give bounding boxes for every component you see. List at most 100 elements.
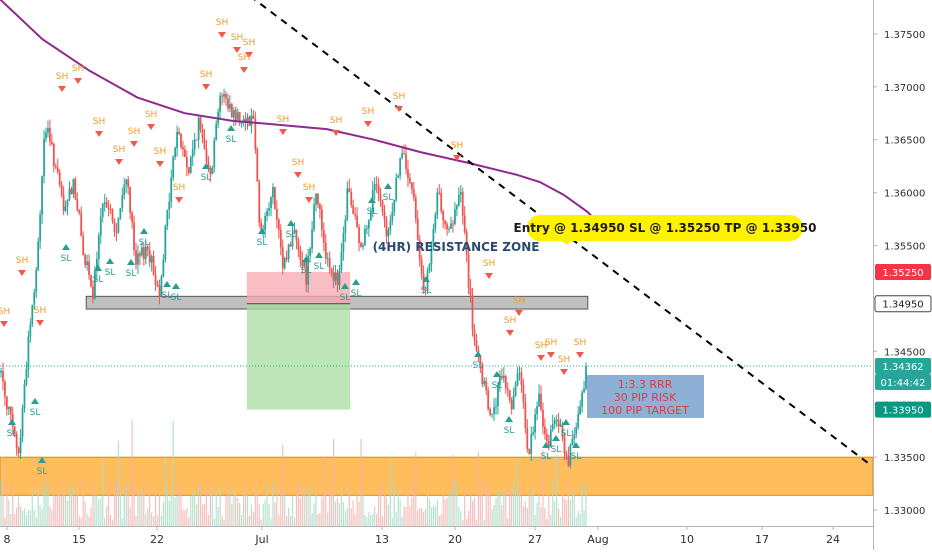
volume-bar	[119, 489, 121, 526]
candle	[459, 185, 462, 203]
swing-low-marker	[38, 457, 46, 463]
candle-body	[418, 239, 421, 260]
volume-bar	[143, 487, 145, 526]
candle	[530, 426, 533, 461]
swing-low-marker	[94, 265, 102, 271]
swing-high-label: SH	[145, 110, 157, 120]
volume-bar	[166, 486, 168, 526]
candle	[37, 237, 40, 272]
candle	[207, 155, 210, 173]
volume-bar	[248, 515, 251, 526]
candle	[416, 210, 419, 241]
candle-body	[35, 269, 38, 293]
candle	[565, 450, 568, 460]
candle-body	[287, 244, 290, 260]
volume-bar	[201, 504, 204, 526]
candle-body	[238, 112, 241, 124]
swing-low-label: SL	[551, 445, 562, 455]
volume-bar	[385, 497, 388, 526]
candle-body	[401, 153, 403, 159]
swing-high-label: SH	[451, 141, 463, 151]
candle	[258, 179, 261, 228]
volume-bar	[528, 493, 530, 526]
candle-body	[5, 396, 8, 410]
volume-bar	[546, 518, 548, 526]
swing-low-label: SL	[286, 230, 297, 240]
volume-bar	[573, 493, 575, 526]
candle	[365, 224, 368, 235]
candle	[137, 245, 139, 275]
swing-low-marker	[172, 283, 180, 289]
candle-body	[395, 177, 398, 200]
time-tick-label: 15	[72, 533, 86, 546]
candle	[31, 304, 34, 327]
candle	[581, 389, 583, 413]
current-price-tag: 1.34362	[882, 362, 923, 373]
candle	[532, 426, 535, 437]
candle-body	[234, 110, 237, 120]
volume-bar	[190, 496, 192, 526]
volume-bar	[325, 491, 327, 526]
volume-bar	[270, 518, 272, 526]
candle	[536, 401, 538, 421]
candle	[307, 248, 310, 293]
candle	[420, 255, 423, 280]
candle	[133, 215, 135, 256]
volume-bar	[503, 490, 505, 526]
volume-bar	[411, 497, 413, 526]
volume-bar	[554, 501, 556, 526]
candle	[297, 237, 300, 258]
candle-body	[430, 243, 433, 265]
volume-bar	[276, 483, 278, 526]
volume-bar	[479, 495, 481, 526]
swing-high-marker	[506, 330, 514, 336]
candle	[86, 254, 88, 271]
volume-bar	[66, 500, 69, 526]
overlay-layer	[0, 0, 873, 467]
candle	[287, 243, 290, 263]
volume-bar	[27, 510, 29, 526]
candle	[178, 127, 180, 136]
candle	[223, 88, 225, 104]
volume-bar	[211, 491, 213, 526]
candle	[283, 256, 286, 270]
volume-bar	[577, 510, 579, 526]
candle	[405, 144, 407, 175]
candle	[272, 183, 274, 205]
swing-high-label: SH	[292, 158, 304, 168]
candle	[182, 140, 184, 157]
candle-body	[303, 261, 306, 266]
candle	[469, 278, 472, 303]
candle	[221, 92, 223, 106]
candle-body	[144, 246, 147, 260]
volume-bar	[440, 514, 442, 526]
volume-bar	[360, 438, 362, 526]
candle-body	[364, 228, 366, 246]
candle-body	[319, 204, 321, 210]
volume-bar	[469, 487, 472, 526]
candle-body	[56, 167, 59, 173]
volume-bar	[293, 517, 296, 526]
swing-low-label: SL	[105, 268, 116, 278]
candle-body	[522, 384, 525, 402]
candle	[367, 219, 370, 237]
candle	[322, 222, 325, 252]
candle	[52, 142, 55, 173]
swing-high-marker	[364, 121, 372, 127]
volume-bar	[149, 486, 151, 526]
volume-bar	[299, 498, 301, 526]
candle-body	[373, 184, 376, 191]
volume-bar	[21, 510, 24, 526]
candle-body	[281, 247, 284, 269]
candle-body	[512, 395, 515, 410]
candle-body	[545, 433, 548, 441]
candle-body	[399, 158, 402, 176]
swing-high-label: SH	[393, 92, 405, 102]
candle-body	[432, 228, 435, 244]
candle-body	[29, 324, 32, 337]
time-tick-label: 22	[150, 533, 164, 546]
candle-body	[583, 388, 585, 393]
swing-low-label: SL	[171, 293, 182, 303]
candle	[383, 204, 386, 228]
